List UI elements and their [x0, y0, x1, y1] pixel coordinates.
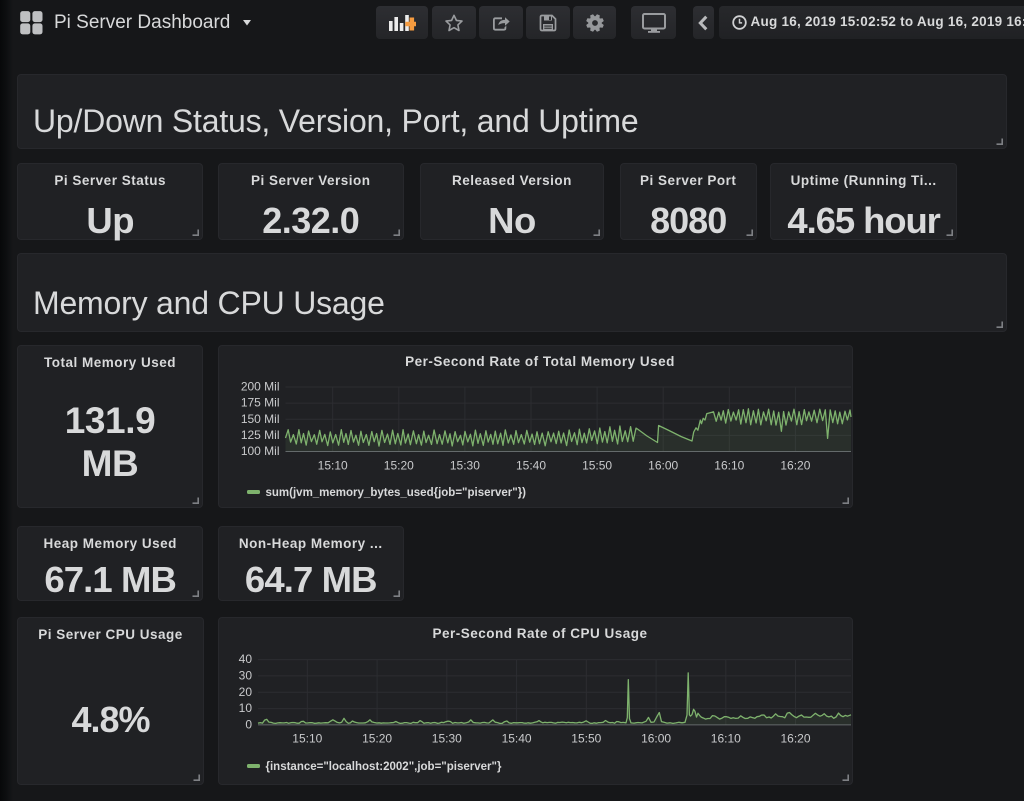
svg-text:0: 0: [245, 718, 252, 732]
svg-text:100 Mil: 100 Mil: [241, 444, 280, 458]
svg-text:40: 40: [239, 652, 253, 666]
svg-text:15:30: 15:30: [450, 459, 480, 473]
svg-text:200 Mil: 200 Mil: [241, 380, 280, 394]
svg-text:16:20: 16:20: [780, 732, 810, 746]
svg-text:15:40: 15:40: [516, 459, 546, 473]
svg-text:20: 20: [239, 685, 253, 699]
svg-text:15:40: 15:40: [502, 732, 532, 746]
svg-text:150 Mil: 150 Mil: [241, 412, 280, 426]
svg-text:15:20: 15:20: [384, 459, 414, 473]
svg-text:16:10: 16:10: [714, 459, 744, 473]
svg-text:16:20: 16:20: [780, 459, 810, 473]
svg-text:125 Mil: 125 Mil: [241, 428, 280, 442]
svg-text:15:10: 15:10: [318, 459, 348, 473]
svg-text:15:30: 15:30: [432, 732, 462, 746]
svg-text:15:50: 15:50: [571, 732, 601, 746]
svg-text:175 Mil: 175 Mil: [241, 396, 280, 410]
svg-text:30: 30: [239, 669, 253, 683]
svg-text:15:20: 15:20: [362, 732, 392, 746]
svg-text:15:50: 15:50: [582, 459, 612, 473]
svg-text:10: 10: [239, 701, 253, 715]
svg-text:15:10: 15:10: [292, 732, 322, 746]
svg-text:16:00: 16:00: [648, 459, 678, 473]
svg-text:16:00: 16:00: [641, 732, 671, 746]
svg-text:16:10: 16:10: [711, 732, 741, 746]
